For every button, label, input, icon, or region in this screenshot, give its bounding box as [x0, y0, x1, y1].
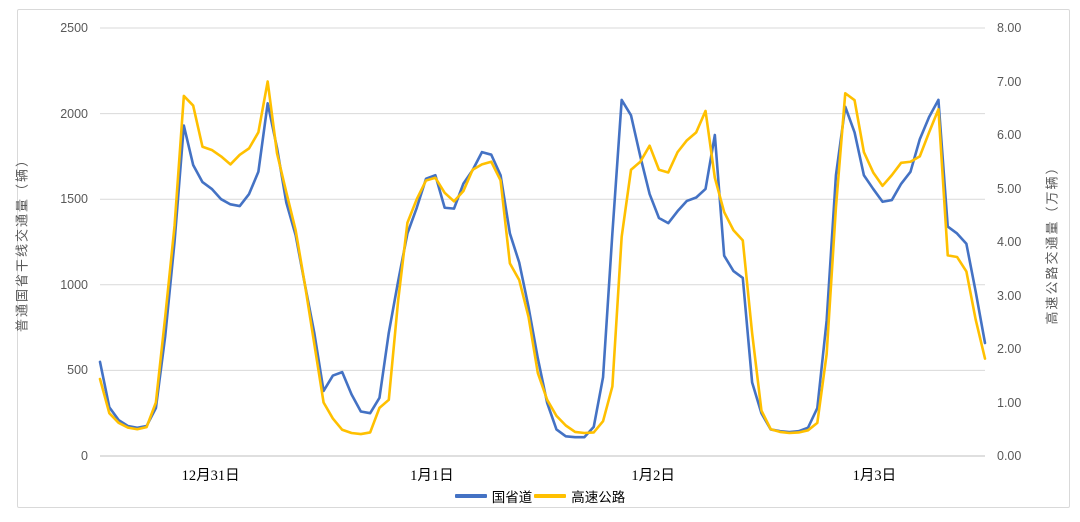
left-axis-tick-label: 2000 [60, 106, 88, 121]
right-axis-tick-label: 7.00 [997, 74, 1022, 89]
left-axis-tick-label: 2500 [60, 21, 88, 35]
right-axis-tick-label: 0.00 [997, 449, 1022, 463]
legend-item-guoshengdao: 国省道 [454, 486, 533, 506]
right-axis-tick-label: 2.00 [997, 342, 1022, 356]
right-axis-tick-label: 4.00 [997, 235, 1022, 249]
left-axis-tick-label: 500 [67, 363, 88, 378]
left-axis-tick-label: 1500 [60, 192, 88, 207]
x-axis-day-label: 12月31日 [181, 468, 240, 484]
left-axis-tick-label: 1000 [60, 277, 88, 292]
plot-area [98, 27, 987, 457]
right-axis-tick-label: 6.00 [997, 128, 1022, 142]
legend: 国省道 高速公路 [0, 486, 1080, 506]
legend-label-guoshengdao: 国省道 [491, 490, 533, 505]
legend-item-gaosugonglu: 高速公路 [534, 486, 625, 506]
x-axis-day-label: 1月3日 [852, 468, 897, 484]
legend-line-swatch-yellow [534, 494, 567, 498]
x-axis-day-label: 1月1日 [410, 468, 454, 484]
series-line-guoshengdao [98, 98, 987, 439]
left-axis-title: 普通国省干线交通量（辆） [14, 151, 30, 333]
right-axis-tick-label: 3.00 [997, 288, 1022, 303]
right-axis-tick-label: 5.00 [997, 181, 1022, 196]
series-line-gaosugonglu [98, 80, 987, 436]
legend-label-gaosugonglu: 高速公路 [571, 490, 626, 505]
legend-line-swatch-blue [454, 494, 487, 498]
x-axis-day-label: 1月2日 [631, 468, 675, 484]
left-axis-tick-label: 0 [81, 449, 88, 463]
right-axis-tick-label: 1.00 [997, 395, 1022, 410]
right-axis-tick-label: 8.00 [997, 21, 1022, 35]
chart-frame [17, 9, 1070, 508]
